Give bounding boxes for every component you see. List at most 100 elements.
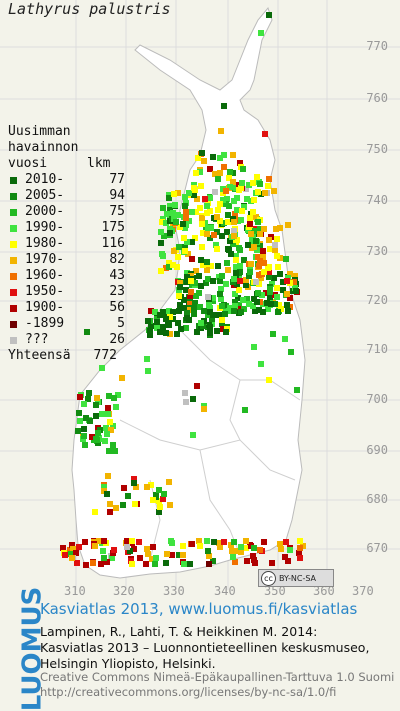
- legend-label: 1900-: [25, 300, 65, 315]
- occurrence-square: [194, 329, 200, 335]
- occurrence-square: [171, 248, 177, 254]
- occurrence-square: [160, 496, 166, 502]
- occurrence-square: [77, 394, 83, 400]
- occurrence-square: [221, 220, 227, 226]
- occurrence-square: [94, 395, 100, 401]
- legend-label: 2010-: [25, 172, 65, 187]
- occurrence-square: [131, 476, 137, 482]
- legend-count: 82: [109, 252, 125, 267]
- occurrence-square: [207, 324, 213, 330]
- y-axis-label: 760: [366, 91, 388, 105]
- occurrence-square: [285, 308, 291, 314]
- occurrence-square: [153, 555, 159, 561]
- occurrence-square: [191, 185, 197, 191]
- occurrence-square: [218, 296, 224, 302]
- occurrence-square: [297, 555, 303, 561]
- occurrence-square: [175, 320, 181, 326]
- occurrence-square: [215, 263, 221, 269]
- occurrence-square: [156, 487, 162, 493]
- occurrence-square: [219, 303, 225, 309]
- occurrence-square: [238, 309, 244, 315]
- occurrence-square: [237, 278, 243, 284]
- occurrence-square: [177, 284, 183, 290]
- occurrence-square: [242, 407, 248, 413]
- footer-license: Creative Commons Nimeä-Epäkaupallinen-Ta…: [40, 670, 394, 700]
- occurrence-square: [111, 547, 117, 553]
- legend-header-line1: Uusimman: [8, 124, 71, 139]
- occurrence-square: [150, 497, 156, 503]
- occurrence-square: [198, 320, 204, 326]
- occurrence-square: [204, 203, 210, 209]
- occurrence-square: [287, 547, 293, 553]
- occurrence-square: [182, 390, 188, 396]
- occurrence-square: [274, 236, 280, 242]
- occurrence-square: [108, 427, 114, 433]
- license-line-2[interactable]: http://creativecommons.org/licenses/by-n…: [40, 685, 337, 699]
- occurrence-square: [92, 509, 98, 515]
- occurrence-square: [280, 279, 286, 285]
- legend-row: 2010- 77: [8, 172, 125, 188]
- occurrence-square: [145, 318, 151, 324]
- occurrence-square: [248, 231, 254, 237]
- occurrence-square: [143, 561, 149, 567]
- cc-badge-text: BY-NC-SA: [279, 573, 317, 583]
- occurrence-square: [81, 433, 87, 439]
- legend-row: 1900- 56: [8, 300, 125, 316]
- occurrence-square: [218, 286, 224, 292]
- occurrence-square: [144, 356, 150, 362]
- occurrence-square: [175, 212, 181, 218]
- occurrence-square: [251, 344, 257, 350]
- occurrence-square: [81, 426, 87, 432]
- occurrence-square: [233, 548, 239, 554]
- occurrence-square: [296, 550, 302, 556]
- occurrence-dots: [60, 12, 306, 568]
- occurrence-square: [193, 268, 199, 274]
- occurrence-square: [225, 246, 231, 252]
- occurrence-square: [81, 401, 87, 407]
- occurrence-square: [157, 312, 163, 318]
- occurrence-square: [175, 254, 181, 260]
- occurrence-square: [181, 561, 187, 567]
- occurrence-square: [267, 295, 273, 301]
- occurrence-square: [241, 204, 247, 210]
- occurrence-square: [204, 267, 210, 273]
- occurrence-square: [197, 169, 203, 175]
- occurrence-square: [218, 128, 224, 134]
- occurrence-square: [169, 540, 175, 546]
- occurrence-square: [167, 226, 173, 232]
- occurrence-square: [210, 295, 216, 301]
- occurrence-square: [198, 183, 204, 189]
- occurrence-square: [194, 383, 200, 389]
- occurrence-square: [204, 231, 210, 237]
- occurrence-square: [265, 306, 271, 312]
- occurrence-square: [167, 314, 173, 320]
- occurrence-square: [216, 540, 222, 546]
- occurrence-square: [85, 396, 91, 402]
- legend-label: 1960-: [25, 268, 65, 283]
- occurrence-square: [105, 405, 111, 411]
- occurrence-square: [101, 538, 107, 544]
- occurrence-square: [204, 538, 210, 544]
- legend-swatch: [10, 288, 17, 296]
- occurrence-square: [131, 546, 137, 552]
- occurrence-square: [198, 283, 204, 289]
- occurrence-square: [207, 309, 213, 315]
- cc-license-badge[interactable]: cc BY-NC-SA: [258, 569, 334, 587]
- legend-total: Yhteensä 772: [8, 348, 125, 364]
- license-line-1: Creative Commons Nimeä-Epäkaupallinen-Ta…: [40, 670, 395, 684]
- occurrence-square: [183, 399, 189, 405]
- footer-headline-link[interactable]: Kasviatlas 2013, www.luomus.fi/kasviatla…: [40, 600, 358, 618]
- occurrence-square: [207, 305, 213, 311]
- occurrence-square: [240, 297, 246, 303]
- occurrence-square: [196, 273, 202, 279]
- occurrence-square: [173, 219, 179, 225]
- legend-count: 5: [117, 316, 125, 331]
- occurrence-square: [104, 559, 110, 565]
- occurrence-square: [220, 197, 226, 203]
- occurrence-square: [236, 302, 242, 308]
- occurrence-square: [182, 248, 188, 254]
- occurrence-square: [227, 184, 233, 190]
- occurrence-square: [208, 263, 214, 269]
- occurrence-square: [184, 239, 190, 245]
- occurrence-square: [262, 131, 268, 137]
